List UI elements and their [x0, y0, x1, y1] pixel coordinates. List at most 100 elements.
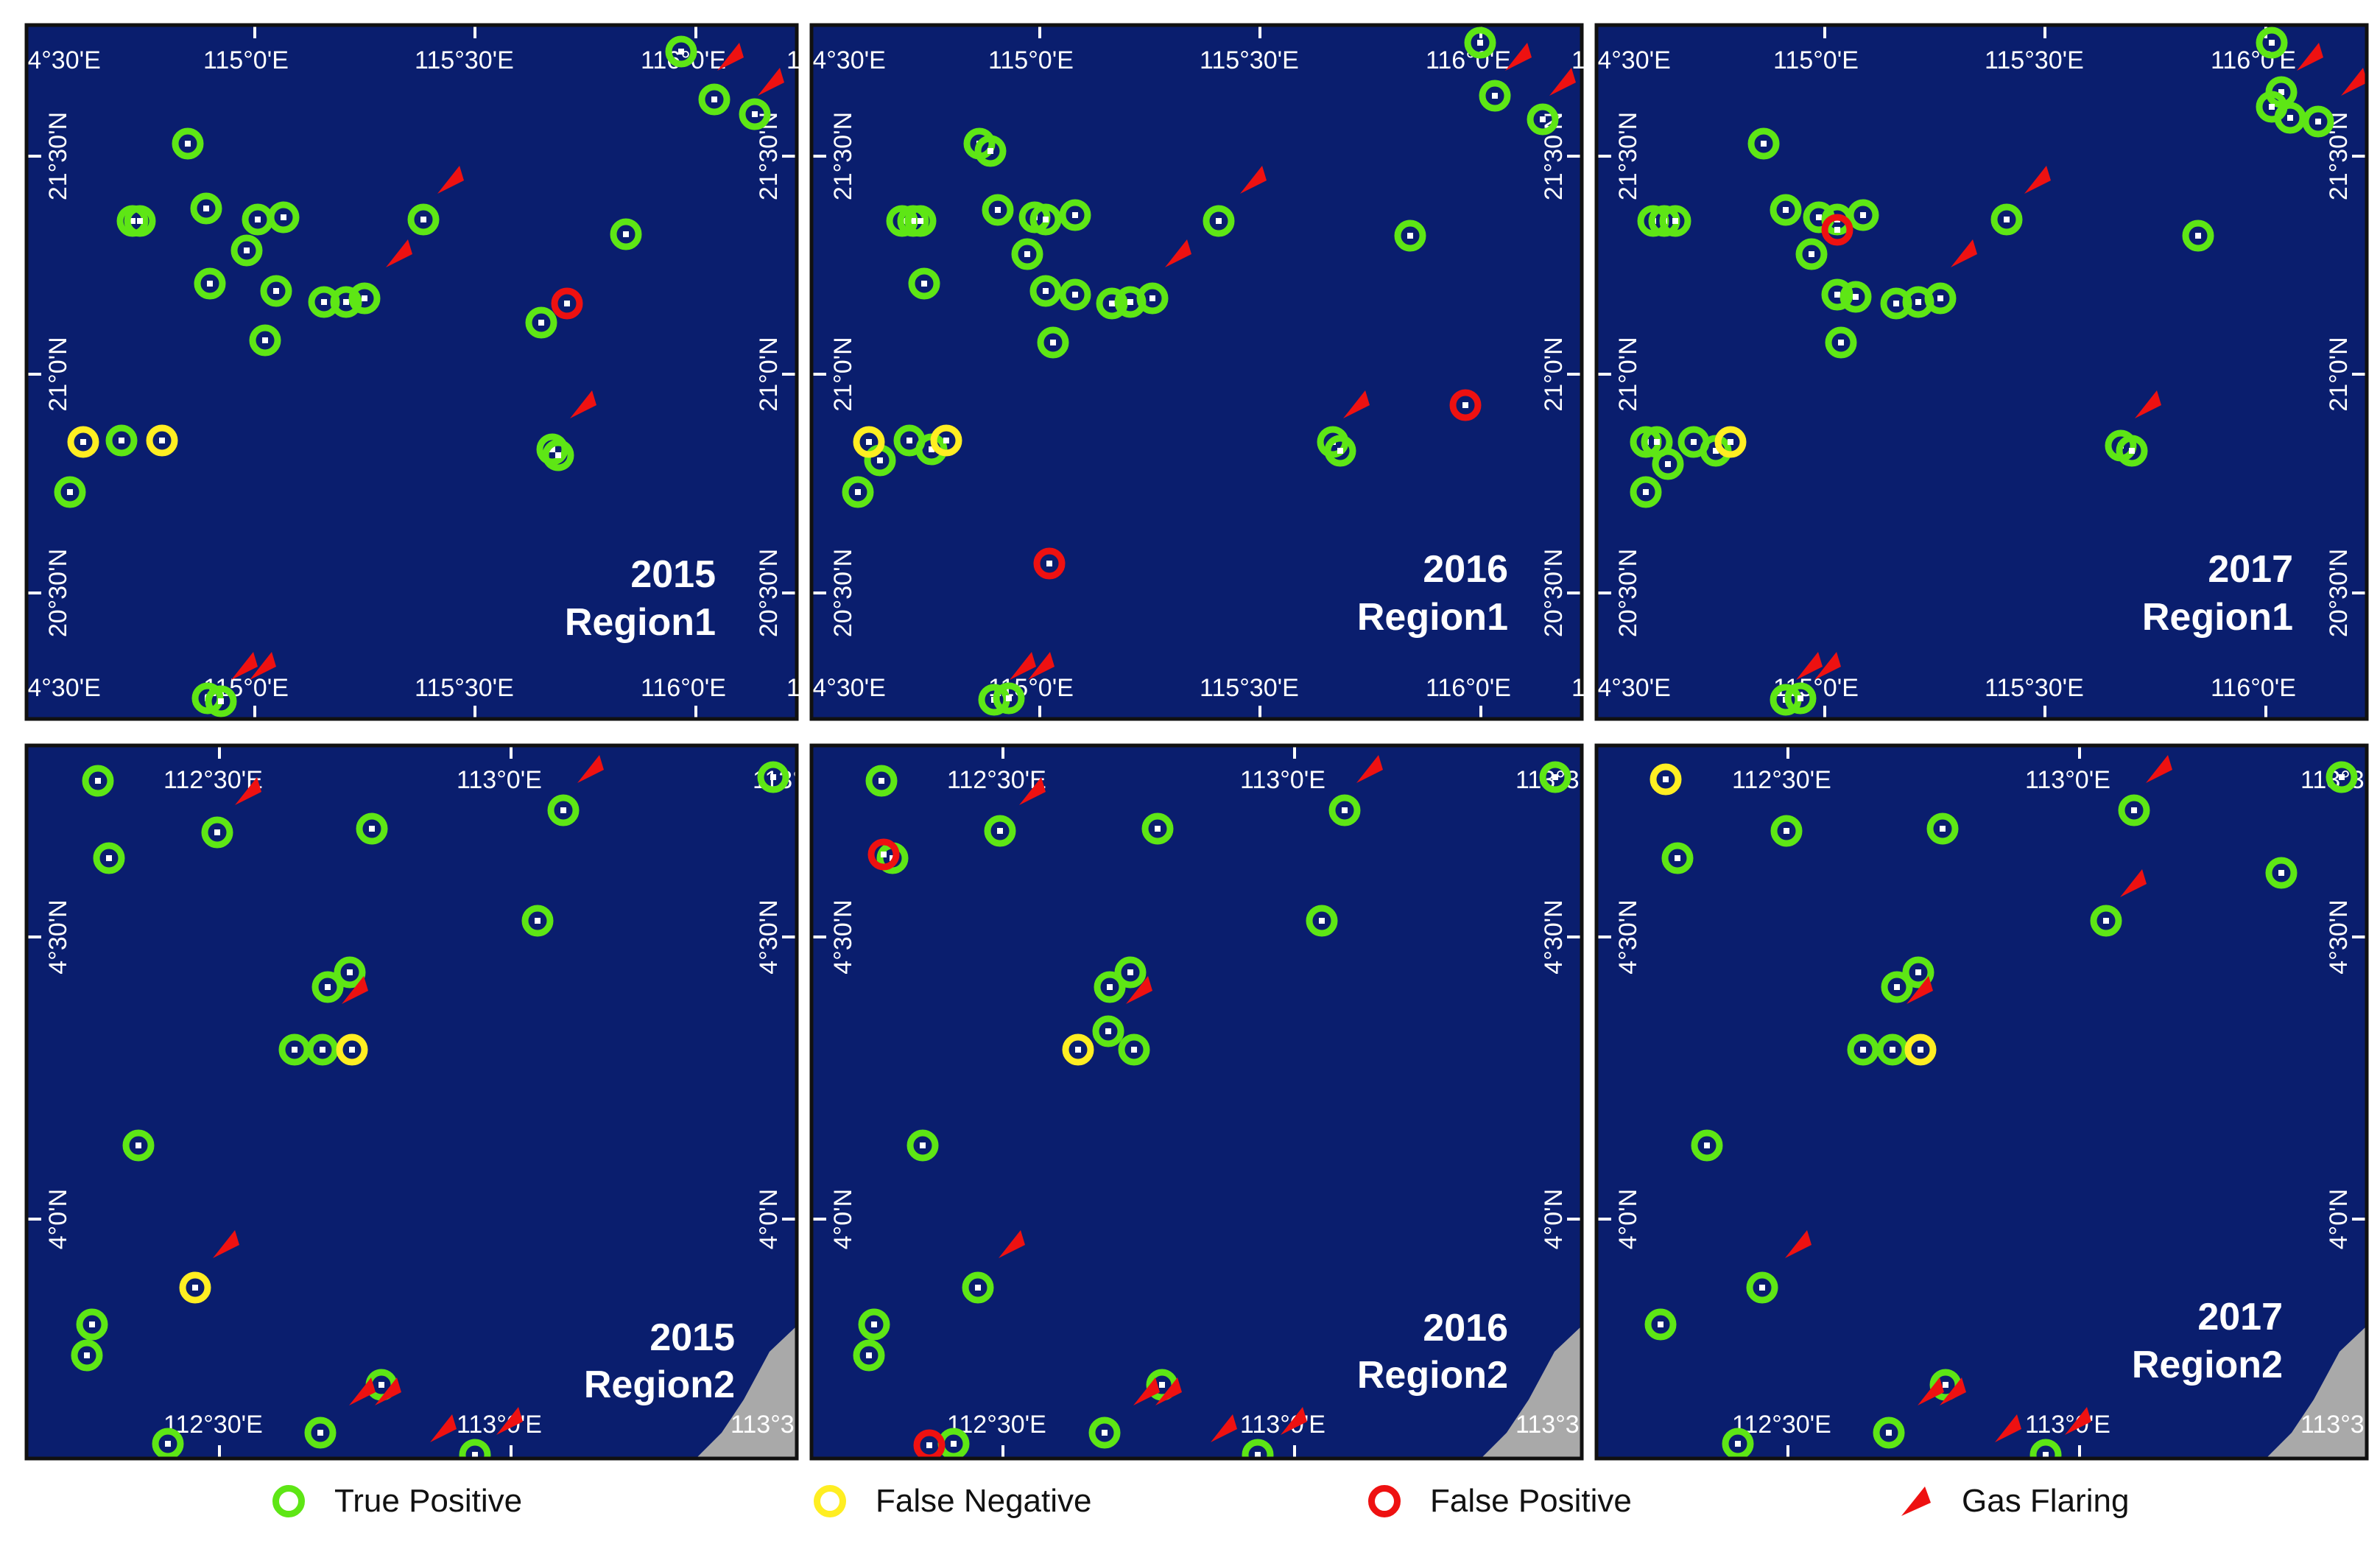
true-positive-marker — [1881, 971, 1913, 1003]
gas-flaring-flag — [577, 755, 604, 783]
true-positive-marker — [1527, 103, 1559, 136]
platform-point — [560, 807, 566, 813]
platform-point — [2004, 217, 2010, 222]
lat-label-right: 4°30'N — [2325, 899, 2353, 974]
platform-point — [1937, 295, 1943, 301]
true-positive-marker — [842, 476, 874, 508]
panel-year: 2017 — [2208, 548, 2293, 591]
map-panel-2016-region1: 114°30'E 115°0'E 115°30'E 116°0'E 114°30… — [786, 23, 1584, 721]
panel-frame — [809, 743, 1584, 1461]
map-panel-2016-region2: 112°30'E 113°0'E 113°30'E 112°30'E 113°0… — [809, 743, 1615, 1461]
true-positive-marker — [1630, 476, 1662, 508]
true-positive-marker — [267, 201, 300, 234]
lat-label-left: 21°0'N — [1614, 337, 1642, 411]
true-positive-marker — [1141, 812, 1174, 845]
platform-point — [1784, 828, 1789, 834]
platform-point — [185, 141, 191, 147]
platform-point — [1918, 1047, 1923, 1053]
true-positive-marker — [536, 433, 568, 466]
platform-point — [1109, 301, 1115, 306]
true-positive-marker — [124, 205, 156, 237]
platform-point — [2195, 233, 2201, 239]
gas-flaring-flag — [250, 652, 276, 680]
platform-point — [321, 299, 327, 305]
panel-frame — [24, 743, 799, 1461]
platform-point — [555, 452, 561, 458]
true-positive-marker — [2090, 905, 2122, 937]
true-positive-marker — [904, 205, 937, 237]
panel-frame — [24, 23, 799, 721]
map-panel-2015-region2: 112°30'E 113°0'E 113°30'E 112°30'E 113°0… — [24, 743, 852, 1461]
axis-labels: 114°30'E 115°0'E 115°30'E 116°0'E 114°30… — [1571, 46, 2353, 702]
platform-point — [1043, 217, 1049, 222]
true-positive-marker — [1926, 812, 1959, 845]
panel-region: Region2 — [1357, 1354, 1508, 1397]
true-positive-marker — [1770, 815, 1803, 847]
platform-point — [921, 281, 927, 287]
platform-point — [2315, 119, 2321, 124]
true-positive-marker — [858, 1308, 890, 1341]
true-positive-marker — [1479, 80, 1511, 112]
map-panel-2015-region1: 114°30'E 115°0'E 115°30'E 116°0'E 114°30… — [1, 23, 799, 721]
gas-flaring-flag — [2341, 68, 2367, 96]
true-positive-marker — [2029, 1439, 2062, 1458]
platform-point — [1159, 1382, 1165, 1388]
gas-flaring-flag — [1010, 652, 1036, 680]
platform-point — [2339, 774, 2345, 780]
gas-flaring-flag — [1907, 976, 1933, 1004]
platform-point — [2129, 448, 2135, 454]
true-positive-marker — [194, 267, 226, 300]
true-positive-marker — [2118, 794, 2150, 826]
false-positive-ring-icon — [1368, 1485, 1401, 1517]
gas-flaring-flag — [349, 1377, 376, 1405]
platform-point — [926, 1442, 932, 1448]
platform-point — [1540, 116, 1546, 122]
platform-point — [255, 217, 261, 222]
true-positive-marker — [1873, 1417, 1905, 1449]
true-positive-marker — [304, 1417, 337, 1449]
map-legend: True Positive False Negative False Posit… — [0, 1472, 2380, 1531]
panel-region: Region1 — [2142, 596, 2293, 639]
true-positive-marker — [1059, 199, 1091, 231]
gas-flaring-flag — [375, 1377, 401, 1405]
true-positive-marker — [521, 905, 554, 937]
markers — [853, 755, 1571, 1458]
platform-point — [1783, 207, 1789, 213]
true-positive-marker — [1661, 842, 1694, 874]
true-positive-marker — [201, 816, 233, 849]
true-positive-marker — [2274, 102, 2306, 134]
platform-point — [472, 1452, 478, 1458]
legend-item-gas-flaring: Gas Flaring — [1900, 1472, 2129, 1531]
platform-point — [1894, 984, 1900, 990]
panel-region: Region1 — [1357, 596, 1508, 639]
platform-point — [1131, 1047, 1137, 1053]
lat-label-right: 4°30'N — [755, 899, 783, 974]
true-positive-marker — [698, 83, 730, 116]
gas-flaring-flag — [231, 652, 258, 680]
true-positive-marker — [2326, 761, 2358, 793]
lat-label-left: 21°30'N — [1614, 112, 1642, 200]
gas-flaring-flag — [437, 166, 464, 194]
platform-point — [1075, 1047, 1081, 1053]
false-negative-marker — [1062, 1033, 1094, 1066]
platform-point — [1149, 295, 1155, 301]
platform-point — [1342, 807, 1348, 813]
lat-label-left: 4°30'N — [829, 899, 857, 974]
platform-point — [1809, 251, 1814, 257]
lat-label-right: 20°30'N — [755, 549, 783, 637]
panel-frame — [1594, 743, 2369, 1461]
platform-point — [159, 438, 165, 443]
false-negative-marker — [1650, 763, 1682, 796]
platform-point — [1477, 40, 1483, 46]
platform-point — [218, 698, 224, 704]
gas-flaring-flag — [1505, 43, 1532, 71]
lon-label-top: 114°30'E — [1, 46, 101, 74]
platform-point — [379, 1382, 384, 1388]
graticule — [27, 25, 797, 719]
true-positive-marker — [1088, 1417, 1121, 1449]
true-positive-marker — [1328, 794, 1361, 826]
lon-label-top: 115°0'E — [1773, 46, 1859, 74]
false-negative-marker — [336, 1033, 368, 1066]
platform-point — [2269, 40, 2275, 46]
lon-label-top: 115°0'E — [988, 46, 1074, 74]
